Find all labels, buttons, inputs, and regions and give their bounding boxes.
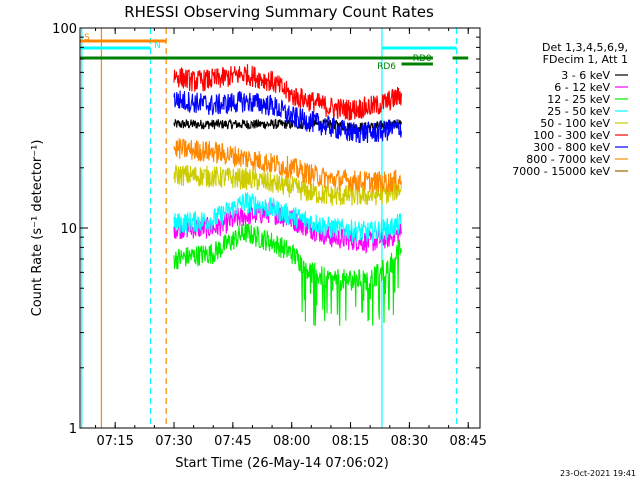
legend-header-1: FDecim 1, Att 1 [543,53,628,66]
legend-label-7: 800 - 7000 keV [526,153,610,166]
legend-label-5: 100 - 300 keV [533,129,610,142]
x-tick-label-2: 07:45 [214,434,251,449]
series-line-7 [173,138,402,193]
legend-label-4: 50 - 100 keV [540,117,610,130]
chart-title: RHESSI Observing Summary Count Rates [124,3,434,21]
series-layer [173,64,402,327]
annotation-label-s: S [84,33,90,43]
y-tick-label-2: 100 [52,22,77,37]
axes-layer: 07:15 07:30 07:45 08:00 08:15 08:30 08:45 1 10 10… [52,22,487,449]
annotation-label-n: N [154,41,161,51]
legend-label-1: 6 - 12 keV [554,81,610,94]
x-tick-label-3: 08:00 [273,434,310,449]
annotation-layer: SNRD0RD6 [80,28,469,428]
series-line-2 [173,223,402,327]
y-tick-label-1: 10 [60,222,77,237]
legend-label-3: 25 - 50 keV [547,105,610,118]
x-tick-label-0: 07:15 [96,434,133,449]
y-tick-label-0: 1 [69,422,77,437]
x-tick-label-4: 08:15 [332,434,369,449]
x-tick-label-1: 07:30 [155,434,192,449]
series-line-3 [173,191,402,243]
x-tick-label-5: 08:30 [391,434,428,449]
footer-timestamp: 23-Oct-2021 19:41 [560,469,636,478]
series-line-6 [173,90,402,144]
legend-label-6: 300 - 800 keV [533,141,610,154]
series-line-5 [173,64,402,121]
legend-label-0: 3 - 6 keV [561,69,610,82]
legend-label-8: 7000 - 15000 keV [512,165,610,178]
annotation-label-rd6: RD6 [377,62,396,72]
y-axis-label: Count Rate (s⁻¹ detector⁻¹) [30,140,45,317]
x-axis-label: Start Time (26-May-14 07:06:02) [175,456,389,471]
legend: Det 1,3,4,5,6,9,FDecim 1, Att 1 3 - 6 keV… [512,41,628,178]
x-tick-label-6: 08:45 [449,434,486,449]
series-line-4 [173,164,402,207]
legend-label-2: 12 - 25 keV [547,93,610,106]
legend-header-0: Det 1,3,4,5,6,9, [542,41,628,54]
